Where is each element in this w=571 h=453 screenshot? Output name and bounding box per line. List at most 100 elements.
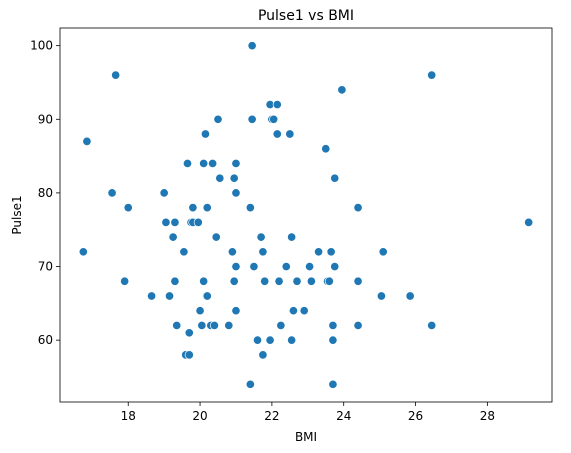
- data-point: [287, 335, 297, 345]
- x-tick-label: 20: [192, 409, 207, 423]
- data-point: [82, 136, 92, 146]
- data-point: [229, 276, 239, 286]
- data-point: [328, 379, 338, 389]
- data-point: [231, 261, 241, 272]
- x-tick-label: 26: [408, 409, 423, 423]
- data-point: [227, 247, 237, 257]
- data-point: [245, 203, 255, 213]
- data-point: [78, 247, 88, 257]
- data-point: [324, 276, 334, 286]
- data-point: [285, 129, 295, 139]
- data-point: [249, 261, 259, 272]
- x-axis-label: BMI: [295, 430, 317, 444]
- data-point: [211, 232, 221, 242]
- data-point: [199, 158, 209, 169]
- data-point: [111, 70, 121, 80]
- data-point: [524, 217, 534, 227]
- data-point: [179, 247, 189, 257]
- data-point: [256, 232, 266, 242]
- data-point: [164, 291, 175, 301]
- data-point: [337, 85, 347, 95]
- data-point: [405, 291, 415, 301]
- data-point: [172, 320, 182, 330]
- chart-title: Pulse1 vs BMI: [258, 8, 354, 24]
- y-tick-label: 100: [30, 39, 53, 53]
- data-point: [247, 41, 257, 51]
- data-point: [328, 320, 338, 330]
- data-point: [258, 350, 268, 360]
- data-point: [265, 335, 275, 345]
- data-point: [353, 276, 363, 286]
- y-tick-label: 70: [38, 260, 53, 274]
- data-point: [170, 217, 180, 227]
- data-point: [245, 379, 255, 389]
- data-point: [376, 291, 386, 301]
- x-tick-label: 22: [264, 409, 279, 423]
- data-point: [272, 100, 282, 110]
- data-point: [202, 203, 212, 213]
- data-point: [231, 188, 241, 198]
- data-point: [123, 203, 133, 213]
- data-point: [170, 276, 180, 286]
- data-point: [193, 217, 203, 227]
- data-point: [276, 320, 286, 330]
- data-point: [328, 335, 338, 345]
- data-point: [200, 129, 210, 139]
- data-point: [427, 70, 437, 80]
- points-layer: [78, 41, 534, 389]
- data-point: [229, 173, 239, 183]
- data-point: [326, 247, 336, 257]
- x-tick-label: 24: [336, 409, 351, 423]
- data-point: [306, 276, 316, 286]
- data-point: [199, 276, 209, 286]
- data-point: [272, 129, 282, 139]
- data-point: [147, 291, 157, 301]
- y-tick-label: 90: [38, 112, 53, 126]
- data-point: [197, 320, 207, 330]
- data-point: [231, 158, 241, 169]
- data-point: [247, 114, 257, 124]
- data-point: [182, 158, 193, 169]
- data-point: [260, 276, 270, 286]
- x-tick-label: 18: [121, 409, 136, 423]
- x-tick-label: 28: [480, 409, 495, 423]
- plot-frame: [59, 27, 553, 403]
- data-point: [292, 276, 302, 286]
- data-point: [184, 328, 194, 338]
- data-point: [288, 306, 298, 316]
- data-point: [215, 173, 225, 183]
- data-point: [378, 247, 388, 257]
- data-point: [168, 232, 178, 242]
- x-axis: 18 20 22 24 26 28: [121, 402, 495, 423]
- data-point: [195, 306, 205, 316]
- data-point: [159, 188, 169, 198]
- data-point: [213, 114, 223, 124]
- data-point: [184, 350, 194, 360]
- y-axis: 60 70 80 90 100: [30, 39, 60, 347]
- data-point: [209, 320, 219, 330]
- data-point: [202, 291, 212, 301]
- y-tick-label: 80: [38, 186, 53, 200]
- data-point: [330, 261, 340, 272]
- data-point: [208, 158, 218, 169]
- data-point: [120, 276, 130, 286]
- data-point: [299, 306, 309, 316]
- data-point: [252, 335, 263, 345]
- data-point: [224, 320, 234, 330]
- y-axis-label: Pulse1: [10, 195, 24, 234]
- data-point: [281, 261, 291, 272]
- data-point: [305, 261, 315, 272]
- data-point: [269, 114, 279, 124]
- data-point: [427, 320, 437, 330]
- data-point: [231, 306, 241, 316]
- data-point: [107, 188, 117, 198]
- y-tick-label: 60: [38, 333, 53, 347]
- data-point: [188, 203, 198, 213]
- data-point: [353, 203, 363, 213]
- data-point: [314, 247, 324, 257]
- data-point: [330, 173, 340, 183]
- data-point: [258, 247, 268, 257]
- data-point: [161, 217, 171, 227]
- data-point: [321, 144, 331, 154]
